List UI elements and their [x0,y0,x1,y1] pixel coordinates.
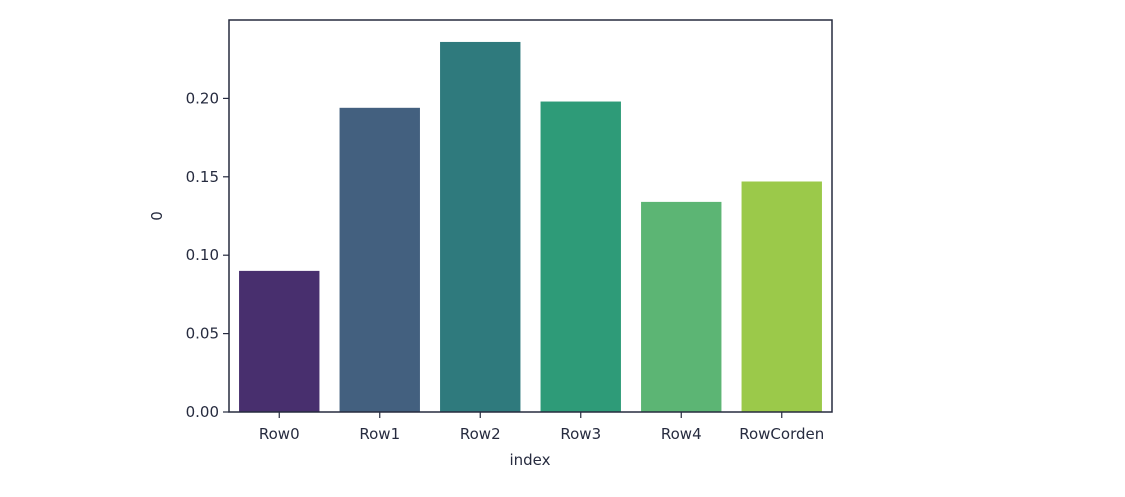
bar-row3 [540,101,621,412]
x-tick-label: Row4 [661,425,702,443]
x-tick-label: Row0 [259,425,300,443]
y-tick-label: 0.05 [186,325,219,343]
y-axis: 0.00 0.05 0.10 0.15 0.20 [186,89,229,421]
x-tick-label: Row3 [560,425,601,443]
x-tick-label: Row2 [460,425,501,443]
x-tick-label: Row1 [359,425,400,443]
y-axis-title: 0 [148,211,166,221]
x-axis: Row0 Row1 Row2 Row3 Row4 RowCorden [259,412,824,443]
bar-row1 [339,107,420,412]
y-tick-label: 0.20 [186,89,219,107]
x-tick-label: RowCorden [739,425,824,443]
y-tick-label: 0.10 [186,246,219,264]
plot-frame [228,19,833,413]
y-tick-label: 0.15 [186,168,219,186]
y-tick-label: 0.00 [186,403,219,421]
bars-layer [239,41,822,412]
bar-row0 [239,270,320,412]
bar-row4 [641,201,722,412]
bar-row2 [440,41,521,412]
x-axis-title: index [509,451,550,469]
bar-rowcorden [741,181,822,412]
